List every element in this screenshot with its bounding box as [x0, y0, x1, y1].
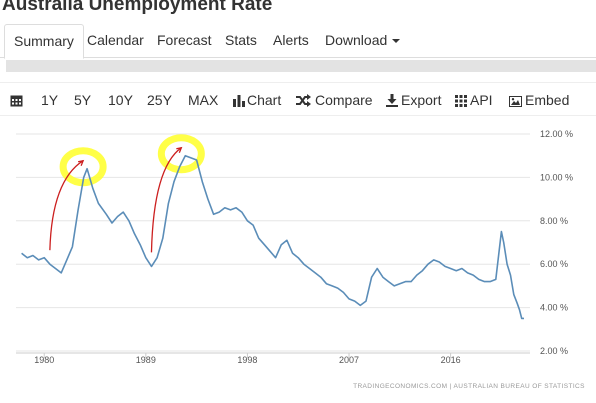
x-tick-label: 1980: [34, 355, 54, 365]
range-5y[interactable]: 5Y: [74, 92, 92, 108]
highlight-circle: [157, 134, 205, 174]
calendar-icon: [10, 95, 23, 107]
api-button-label: API: [470, 92, 493, 108]
tab-download-label: Download: [325, 32, 388, 48]
chart-button[interactable]: Chart: [233, 83, 281, 117]
page-title: Australia Unemployment Rate: [2, 0, 273, 15]
series-line: [21, 154, 524, 320]
shuffle-icon: [296, 94, 311, 107]
y-tick-label: 2.00 %: [540, 346, 568, 356]
tab-alerts[interactable]: Alerts: [273, 32, 309, 48]
embed-button[interactable]: Embed: [509, 83, 569, 117]
export-button-label: Export: [401, 92, 442, 108]
y-tick-label: 12.00 %: [540, 129, 573, 139]
range-10y[interactable]: 10Y: [108, 92, 133, 108]
tab-stats[interactable]: Stats: [225, 32, 257, 48]
tab-calendar[interactable]: Calendar: [87, 32, 144, 48]
api-button[interactable]: API: [455, 83, 493, 117]
tab-forecast[interactable]: Forecast: [157, 32, 212, 48]
y-tick-label: 8.00 %: [540, 216, 568, 226]
compare-button-label: Compare: [315, 92, 373, 108]
bar-chart-icon: [233, 95, 245, 107]
range-25y[interactable]: 25Y: [147, 92, 172, 108]
annotation-arrow: [49, 160, 84, 251]
y-tick-label: 6.00 %: [540, 259, 568, 269]
y-tick-label: 10.00 %: [540, 172, 573, 182]
tab-download[interactable]: Download: [325, 24, 401, 58]
tab-summary[interactable]: Summary: [4, 24, 84, 59]
embed-button-label: Embed: [525, 92, 570, 108]
chart-button-label: Chart: [247, 92, 282, 108]
export-button[interactable]: Export: [386, 83, 441, 117]
calendar-button[interactable]: [10, 83, 27, 117]
x-tick-label: 2016: [441, 355, 461, 365]
range-1y[interactable]: 1Y: [41, 92, 59, 108]
arrowhead: [77, 159, 85, 166]
range-max[interactable]: MAX: [188, 92, 219, 108]
source-label: TRADINGECONOMICS.COM | AUSTRALIAN BUREAU…: [353, 383, 585, 390]
arrowhead: [176, 146, 183, 153]
image-icon: [509, 96, 522, 107]
y-tick-label: 4.00 %: [540, 303, 568, 313]
grid-icon: [455, 95, 467, 107]
x-tick-label: 2007: [339, 355, 359, 365]
compare-button[interactable]: Compare: [296, 83, 373, 117]
download-icon: [386, 94, 398, 107]
toolbar-divider: [6, 60, 596, 72]
x-tick-label: 1989: [136, 355, 156, 365]
chart-toolbar: 1Y 5Y 10Y 25Y MAX Chart Compare Export A…: [0, 82, 596, 116]
unemployment-chart: 2.00 % 4.00 % 6.00 % 8.00 % 10.00 % 12.00 % 19…: [16, 129, 585, 390]
chart-area: 2.00 % 4.00 % 6.00 % 8.00 % 10.00 % 12.00 % 19…: [0, 120, 596, 403]
x-tick-label: 1998: [237, 355, 257, 365]
annotation-arrow: [150, 147, 182, 253]
caret-down-icon: [392, 39, 401, 43]
tab-bar: Summary Calendar Forecast Stats Alerts D…: [0, 24, 596, 59]
